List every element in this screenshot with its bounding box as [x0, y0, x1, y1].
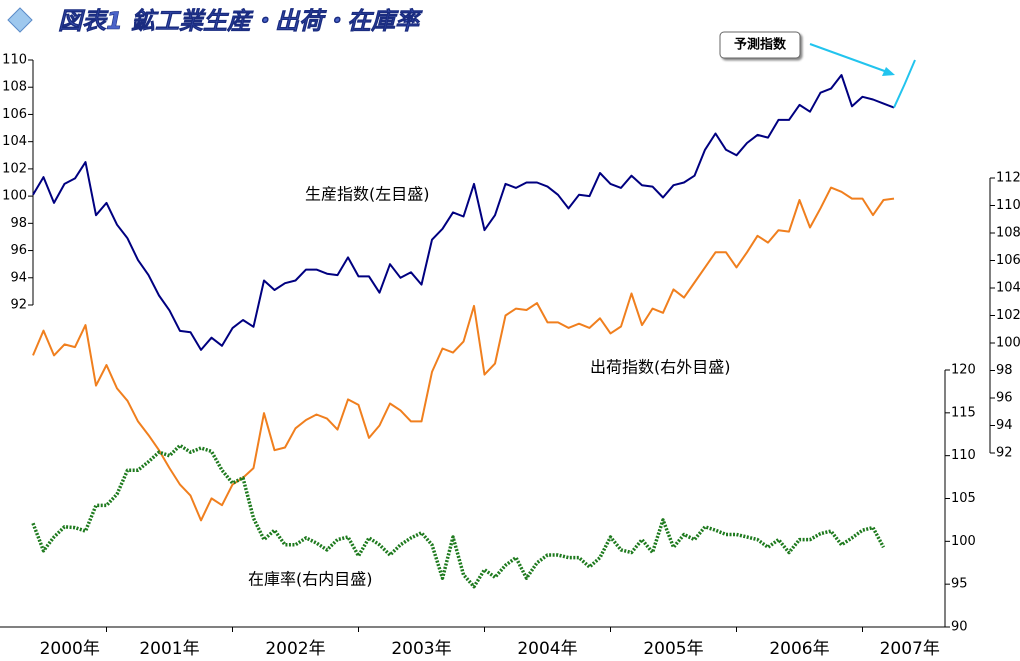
series-line — [32, 74, 895, 351]
tick-label: 100 — [951, 534, 976, 549]
tick-label: 94 — [10, 270, 27, 285]
callout-label: 予測指数 — [734, 37, 787, 53]
x-tick-label: 2005年 — [643, 639, 703, 659]
series-line — [32, 186, 895, 522]
tick-label: 96 — [10, 243, 27, 258]
title-icon — [7, 7, 33, 33]
callout-arrow — [809, 43, 891, 74]
tick-label: 112 — [996, 171, 1020, 186]
tick-label: 110 — [996, 198, 1020, 213]
tick-label: 120 — [951, 363, 976, 378]
tick-label: 105 — [951, 491, 976, 506]
annotation: 生産指数(左目盛) — [305, 185, 430, 204]
tick-label: 98 — [10, 216, 27, 231]
tick-label: 115 — [951, 405, 976, 420]
tick-label: 92 — [996, 446, 1013, 461]
annotation: 在庫率(右内目盛) — [248, 570, 373, 589]
tick-label: 94 — [996, 418, 1013, 433]
tick-label: 106 — [2, 107, 27, 122]
callout-arrowhead — [882, 67, 895, 76]
x-tick-label: 2000年 — [40, 639, 100, 659]
tick-label: 95 — [951, 577, 968, 592]
tick-label: 108 — [2, 80, 27, 95]
series-line — [893, 59, 916, 109]
x-tick-label: 2007年 — [880, 639, 940, 659]
chart-title: 図表1 鉱工業生産・出荷・在庫率 — [58, 7, 423, 35]
callout-box — [719, 31, 801, 59]
tick-label: 92 — [10, 298, 27, 313]
tick-label: 102 — [996, 308, 1020, 323]
series-line — [31, 443, 886, 589]
tick-label: 104 — [996, 281, 1020, 296]
x-tick-label: 2003年 — [391, 639, 451, 659]
tick-label: 106 — [996, 253, 1020, 268]
annotation: 出荷指数(右外目盛) — [590, 358, 731, 377]
tick-label: 110 — [951, 448, 976, 463]
tick-label: 108 — [996, 226, 1020, 241]
tick-label: 100 — [996, 336, 1020, 351]
tick-label: 90 — [951, 620, 968, 635]
tick-label: 98 — [996, 363, 1013, 378]
tick-label: 104 — [2, 134, 27, 149]
x-tick-label: 2004年 — [517, 639, 577, 659]
x-tick-label: 2001年 — [139, 639, 199, 659]
x-tick-label: 2002年 — [265, 639, 325, 659]
tick-label: 110 — [2, 53, 27, 68]
tick-label: 100 — [2, 189, 27, 204]
x-tick-label: 2006年 — [769, 639, 829, 659]
tick-label: 96 — [996, 391, 1013, 406]
tick-label: 102 — [2, 161, 27, 176]
